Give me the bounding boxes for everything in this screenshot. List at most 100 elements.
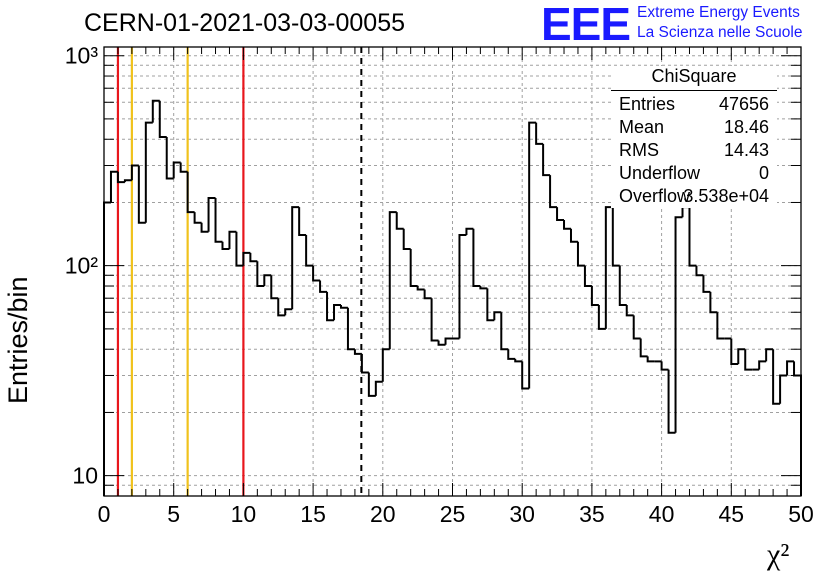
x-tick-label: 5: [167, 501, 180, 527]
eee-logo: EEE: [541, 0, 631, 50]
histogram-bin: [298, 207, 307, 236]
histogram-bin: [116, 171, 125, 184]
x-tick-label: 25: [440, 501, 466, 527]
histogram-bin: [409, 249, 418, 288]
histogram-bin: [583, 265, 592, 288]
histogram-bin: [416, 286, 425, 291]
histogram-bin: [514, 358, 523, 363]
histogram-bin: [493, 311, 502, 321]
histogram-bin: [235, 231, 244, 267]
histogram-bin: [123, 179, 132, 183]
y-tick-label: 10²: [65, 253, 99, 279]
histogram-bin: [137, 165, 146, 224]
histogram-bin: [326, 291, 335, 322]
histogram-bin: [374, 380, 383, 396]
x-tick-label: 10: [231, 501, 257, 527]
x-tick-label: 15: [300, 501, 326, 527]
histogram-bin: [312, 265, 321, 282]
stats-box: ChiSquare Entries 47656 Mean 18.46 RMS 1…: [611, 66, 777, 208]
histogram-bin: [632, 315, 641, 340]
histogram-bin: [472, 228, 481, 288]
histogram-bin: [500, 312, 509, 351]
histogram-bin: [479, 286, 488, 290]
histogram-bin: [388, 211, 397, 350]
histogram-bin: [639, 338, 648, 358]
histogram-bin: [695, 265, 704, 277]
histogram-bin: [200, 222, 209, 233]
histogram-bin: [249, 252, 258, 263]
histogram-bin: [381, 348, 390, 382]
stats-rms-value: 14.43: [723, 140, 769, 160]
histogram-bin: [109, 170, 118, 203]
histogram-bin: [528, 121, 537, 389]
x-axis-label: χ²: [767, 538, 790, 571]
axis-ticks: [103, 47, 802, 497]
x-tick-label: 50: [788, 501, 814, 527]
y-axis-label: Entries/bin: [3, 276, 33, 404]
histogram-bin: [333, 303, 341, 321]
histogram-bin: [576, 241, 585, 267]
histogram-bin: [556, 207, 565, 222]
histogram-bin: [165, 136, 174, 180]
histogram-bin: [660, 361, 669, 371]
histogram-series: [103, 99, 802, 496]
plot-title: CERN-01-2021-03-03-00055: [84, 9, 406, 37]
histogram-bin: [772, 349, 781, 405]
histogram-bin: [186, 171, 195, 214]
histogram-bin: [716, 312, 725, 340]
histogram-bin: [291, 206, 300, 310]
histogram-bin: [277, 298, 286, 317]
x-tick-label: 45: [719, 501, 745, 527]
histogram-bin: [221, 241, 230, 251]
histogram-bin: [597, 304, 606, 330]
y-tick-label: 10: [72, 463, 98, 489]
histogram-bin: [702, 275, 711, 293]
histogram-bin: [339, 304, 348, 309]
histogram-bin: [430, 298, 439, 342]
histogram-bin: [744, 349, 753, 371]
x-tick-label: 20: [370, 501, 396, 527]
histogram-bin: [353, 349, 362, 355]
stats-mean-value: 18.46: [723, 117, 769, 137]
stats-rms-label: RMS: [619, 140, 659, 160]
histogram-bin: [423, 289, 432, 300]
histogram-bin: [758, 360, 767, 370]
stats-overflow-label: Overflow: [619, 186, 691, 206]
stats-mean-label: Mean: [619, 117, 665, 137]
x-tick-label: 35: [579, 501, 605, 527]
histogram-bin: [590, 286, 599, 306]
histogram-bin: [521, 361, 530, 390]
histogram-bin: [256, 261, 265, 288]
stats-entries-value: 47656: [718, 94, 769, 114]
stats-overflow-value: 3.538e+04: [683, 186, 769, 206]
histogram-bin: [305, 234, 314, 267]
histogram-bin: [130, 164, 139, 181]
histogram-bin: [765, 348, 774, 362]
histogram-bin: [151, 99, 160, 123]
histogram-bin: [242, 251, 251, 266]
x-tick-label: 40: [649, 501, 675, 527]
histogram-bin: [779, 374, 788, 404]
histogram-bin: [214, 198, 223, 243]
histogram-bin: [604, 206, 613, 329]
histogram-bin: [569, 228, 578, 243]
histogram-bin: [193, 212, 202, 224]
histogram-bin: [646, 356, 655, 363]
histogram-bin: [395, 212, 404, 230]
histogram-bin: [563, 220, 571, 230]
stats-title: ChiSquare: [651, 66, 737, 86]
histogram-bin: [367, 372, 376, 397]
histogram-bin: [549, 175, 558, 209]
histogram-bin: [270, 275, 279, 300]
x-tick-label: 0: [98, 501, 111, 527]
histogram-bin: [535, 122, 544, 145]
histogram-bin: [486, 288, 495, 322]
histogram-bin: [507, 349, 516, 360]
histogram-bin: [688, 207, 697, 267]
histogram-bin: [618, 265, 627, 306]
histogram-bin: [319, 280, 328, 293]
histogram-bin: [346, 307, 355, 351]
histogram-bin: [360, 353, 369, 374]
histogram-bin: [144, 121, 153, 223]
